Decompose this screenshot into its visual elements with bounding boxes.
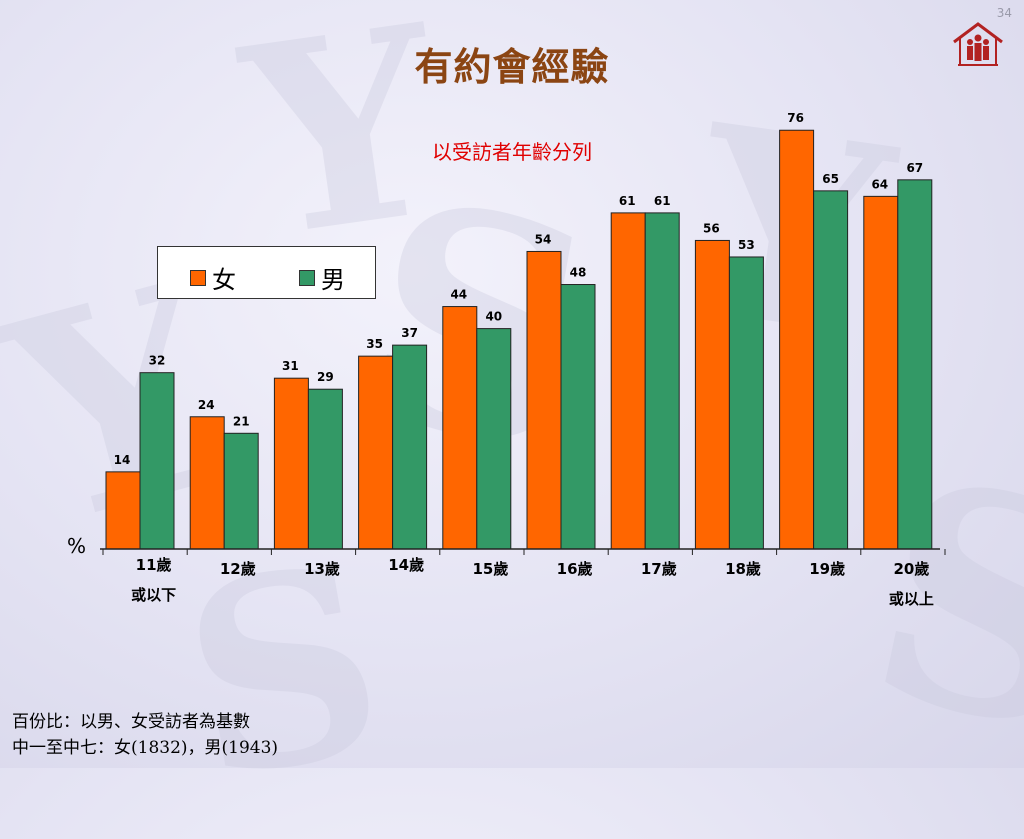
x-tick-label-4: 14歲 [388, 556, 424, 574]
x-tick-label-10-line-2: 或以上 [889, 590, 934, 608]
bar-male-9 [813, 190, 849, 550]
value-label-female-6: 54 [535, 232, 552, 246]
bar-male-8 [728, 256, 764, 550]
x-tick-label-1: 11歲 [136, 556, 172, 574]
bar-male-6 [560, 284, 596, 550]
chart-legend: 女 男 [157, 246, 376, 299]
value-label-female-10: 64 [871, 177, 888, 191]
legend-swatch-female [190, 269, 206, 286]
bar-female-1 [105, 471, 141, 550]
bar-female-10 [863, 195, 899, 550]
legend-label-female: 女 [212, 266, 236, 294]
value-label-female-7: 61 [619, 194, 636, 208]
value-label-female-1: 14 [114, 453, 131, 467]
bar-female-4 [358, 355, 394, 550]
value-label-male-6: 48 [570, 266, 587, 280]
bar-male-1 [139, 372, 175, 550]
bar-male-4 [392, 344, 428, 550]
value-label-female-8: 56 [703, 221, 720, 235]
chart-subtitle: 以受訪者年齡分列 [432, 140, 592, 164]
value-label-female-5: 44 [450, 288, 467, 302]
legend-item-female: 女 [190, 260, 236, 295]
x-tick-label-1-line-2: 或以下 [131, 586, 176, 604]
value-label-female-3: 31 [282, 359, 299, 373]
bar-female-5 [442, 306, 478, 550]
bar-male-2 [223, 432, 259, 550]
legend-swatch-male [299, 269, 315, 286]
value-label-female-4: 35 [366, 337, 383, 351]
value-label-female-2: 24 [198, 398, 215, 412]
legend-label-male: 男 [321, 266, 345, 294]
footnote-line-2: 中一至中七：女(1832)，男(1943) [12, 738, 279, 758]
bar-female-8 [694, 239, 730, 550]
footnote-line-1: 百份比：以男、女受訪者為基數 [12, 712, 250, 732]
value-label-male-8: 53 [738, 238, 755, 252]
value-label-male-9: 65 [822, 172, 839, 186]
x-tick-label-8: 18歲 [725, 560, 761, 578]
value-label-male-3: 29 [317, 370, 334, 384]
x-tick-label-3: 13歲 [304, 560, 340, 578]
page-title: 有約會經驗 [414, 45, 610, 89]
family-house-logo-icon [953, 22, 1003, 66]
value-label-male-1: 32 [149, 354, 166, 368]
value-label-male-7: 61 [654, 194, 671, 208]
x-tick-label-10: 20歲 [893, 560, 929, 578]
footnote: 百份比：以男、女受訪者為基數 中一至中七：女(1832)，男(1943) [12, 709, 278, 761]
value-label-male-2: 21 [233, 414, 250, 428]
bar-male-7 [644, 212, 680, 550]
bar-male-5 [476, 328, 512, 550]
bar-male-10 [897, 179, 933, 550]
bar-female-6 [526, 250, 562, 550]
value-label-female-9: 76 [787, 111, 804, 125]
value-label-male-4: 37 [401, 326, 418, 340]
page-number: 34 [996, 6, 1012, 20]
y-axis-label: % [67, 534, 86, 558]
bar-female-7 [610, 212, 646, 550]
bar-male-3 [307, 388, 343, 550]
bar-female-3 [273, 377, 309, 550]
value-label-male-10: 67 [906, 161, 923, 175]
bar-chart: 14 32 24 21 31 29 35 37 44 40 54 48 61 61 56 53 76 65 64 67… [67, 111, 946, 608]
bar-female-2 [189, 416, 225, 550]
x-tick-label-7: 17歲 [641, 560, 677, 578]
x-tick-label-9: 19歲 [809, 560, 845, 578]
x-tick-label-6: 16歲 [557, 560, 593, 578]
x-tick-label-5: 15歲 [472, 560, 508, 578]
x-tick-label-2: 12歲 [220, 560, 256, 578]
bar-female-9 [779, 129, 815, 550]
value-label-male-5: 40 [485, 310, 502, 324]
legend-item-male: 男 [299, 260, 345, 295]
